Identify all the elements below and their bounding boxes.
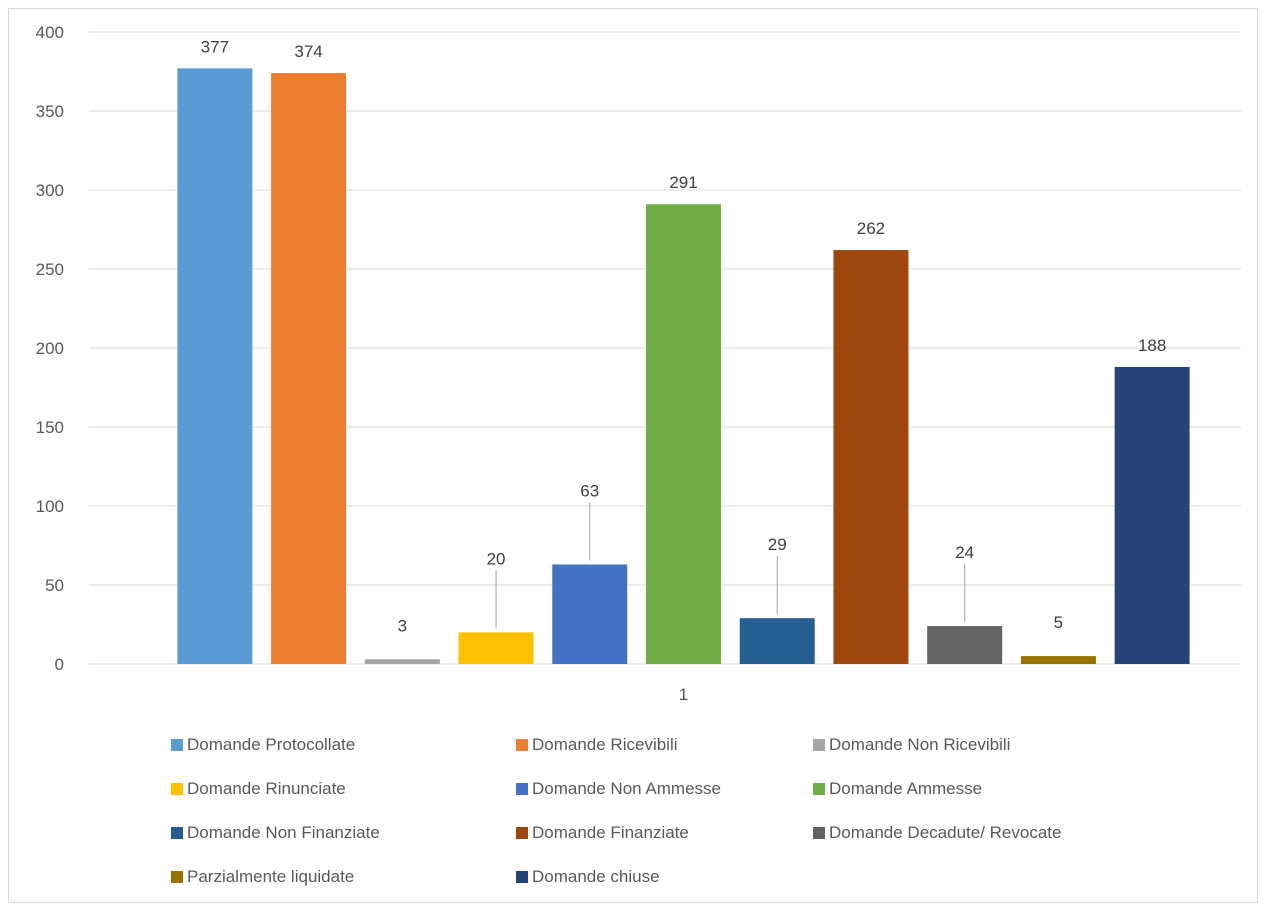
legend-item: Domande Non Ammesse [516,778,721,800]
legend-label: Domande Ricevibili [532,735,678,754]
y-tick-label: 250 [36,260,64,279]
y-axis-ticks: 0 50 100 150 200 250 300 350 400 [36,23,64,674]
y-tick-label: 200 [36,339,64,358]
legend-swatch [171,783,183,795]
y-tick-label: 400 [36,23,64,42]
legend-swatch [516,871,528,883]
bar-parzialmente-liquidate [1020,656,1096,664]
data-label: 63 [580,481,599,500]
data-label: 188 [1138,336,1166,355]
data-label: 262 [857,219,885,238]
legend-label: Domande Ammesse [829,779,983,798]
bar-domande-non-ammesse [552,564,628,664]
legend-item: Domande chiuse [516,866,660,888]
legend-item: Domande Protocollate [171,734,355,756]
legend-label: Parzialmente liquidate [187,867,355,886]
bar-domande-rinunciate [458,632,534,664]
bar-domande-non-finanziate [739,618,815,664]
legend-swatch [171,739,183,751]
data-label: 5 [1054,613,1063,632]
legend-swatch [516,783,528,795]
x-axis-categories: 1 [679,685,688,704]
bar-domande-non-ricevibili [364,659,440,664]
y-tick-label: 300 [36,181,64,200]
legend-item: Domande Finanziate [516,822,689,844]
legend-swatch [171,871,183,883]
data-labels: 377 374 3 20 63 291 29 262 24 5 188 [201,37,1167,635]
bar-domande-finanziate [833,250,909,665]
data-label: 291 [669,173,697,192]
legend-swatch [813,827,825,839]
y-tick-label: 350 [36,102,64,121]
y-tick-label: 0 [55,655,64,674]
bar-domande-decadute-revocate [927,626,1003,664]
legend-label: Domande Non Ricevibili [829,735,1011,754]
legend-item: Domande Non Finanziate [171,822,380,844]
chart-frame: 0 50 100 150 200 250 300 350 400 377 374 3 20 63 291 2… [8,8,1258,903]
bars [177,68,1190,665]
legend-swatch [516,827,528,839]
legend-label: Domande Non Ammesse [532,779,721,798]
bar-domande-ricevibili [271,73,347,664]
data-label: 377 [201,37,229,56]
legend-label: Domande Protocollate [187,735,356,754]
legend-label: Domande Finanziate [532,823,689,842]
y-tick-label: 150 [36,418,64,437]
data-label: 29 [768,535,787,554]
legend-swatch [813,783,825,795]
legend-swatch [516,739,528,751]
legend-item: Domande Non Ricevibili [813,734,1010,756]
bar-domande-chiuse [1114,366,1190,664]
data-label: 3 [398,616,407,635]
data-label: 374 [294,42,322,61]
legend-label: Domande Non Finanziate [187,823,380,842]
legend-swatch [813,739,825,751]
legend-label: Domande Decadute/ Revocate [829,823,1062,842]
y-tick-label: 50 [45,576,64,595]
legend-label: Domande chiuse [532,867,660,886]
bar-domande-ammesse [646,204,721,664]
legend-label: Domande Rinunciate [187,779,346,798]
data-label: 24 [955,543,974,562]
legend-swatch [171,827,183,839]
bar-domande-protocollate [177,68,253,665]
data-label: 20 [487,549,506,568]
x-category-label: 1 [679,685,688,704]
legend-item: Domande Rinunciate [171,778,346,800]
y-tick-label: 100 [36,497,64,516]
label-leader-lines [495,502,966,629]
legend-item: Domande Decadute/ Revocate [813,822,1061,844]
legend-item: Domande Ricevibili [516,734,678,756]
legend-item: Parzialmente liquidate [171,866,354,888]
legend-item: Domande Ammesse [813,778,982,800]
